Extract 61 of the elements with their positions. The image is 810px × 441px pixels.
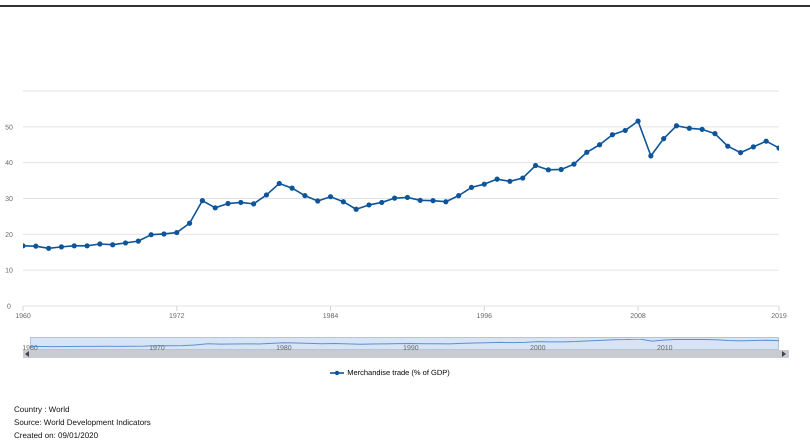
point [674, 123, 680, 128]
text: Created on: 09/01/2020 [14, 430, 100, 441]
point [379, 200, 384, 206]
point [597, 142, 602, 148]
point [238, 200, 244, 206]
point [276, 180, 282, 186]
point [366, 202, 372, 208]
text: Country : World [14, 404, 70, 416]
point [546, 167, 551, 172]
point [712, 131, 718, 136]
point [315, 198, 320, 204]
point [648, 153, 654, 158]
point [661, 136, 666, 142]
point [46, 246, 52, 251]
point [494, 176, 500, 182]
point [725, 144, 730, 149]
point [136, 238, 141, 244]
point [764, 138, 769, 144]
point [110, 242, 116, 248]
point [456, 193, 462, 198]
point [328, 194, 334, 200]
point [482, 182, 487, 187]
point [738, 150, 744, 156]
point [404, 194, 410, 200]
point [200, 198, 205, 204]
point [72, 243, 77, 248]
point [686, 126, 692, 131]
point [340, 199, 346, 204]
point [622, 128, 628, 134]
point [418, 198, 423, 203]
point [443, 199, 448, 204]
point [302, 193, 308, 198]
point [161, 231, 167, 237]
point [468, 184, 474, 190]
point [58, 244, 64, 250]
point [392, 196, 398, 201]
point [584, 150, 590, 155]
point [507, 178, 513, 184]
point [610, 132, 616, 138]
source-note: Source: World Development Indicators [14, 417, 151, 429]
point [84, 243, 90, 248]
point [750, 144, 756, 150]
point [520, 175, 526, 181]
point [174, 230, 180, 236]
point [635, 118, 641, 124]
point [264, 192, 270, 198]
point [251, 201, 256, 206]
point [289, 186, 295, 191]
point [354, 206, 359, 212]
point [558, 166, 564, 172]
point [97, 241, 102, 247]
point [225, 200, 231, 206]
point [532, 162, 538, 168]
point [148, 232, 154, 238]
point [33, 244, 38, 249]
point [122, 240, 128, 246]
point [430, 198, 436, 204]
point [186, 220, 192, 226]
point [700, 126, 705, 132]
point [571, 162, 577, 167]
point [212, 205, 218, 210]
